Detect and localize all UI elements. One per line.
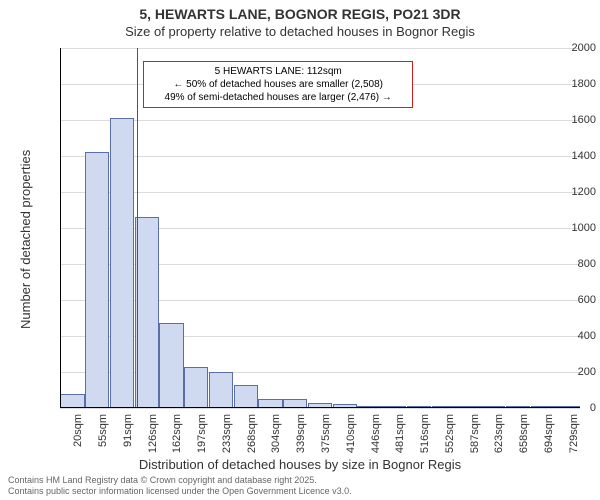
annotation-line: 49% of semi-detached houses are larger (… (150, 91, 406, 104)
x-axis-label: Distribution of detached houses by size … (0, 457, 600, 472)
x-tick-label: 623sqm (493, 414, 505, 453)
y-axis-label: Number of detached properties (18, 150, 33, 329)
x-tick-label: 446sqm (370, 414, 382, 453)
x-tick-label: 339sqm (295, 414, 307, 453)
x-tick-label: 410sqm (345, 414, 357, 453)
chart-container: 5, HEWARTS LANE, BOGNOR REGIS, PO21 3DR … (0, 0, 600, 500)
x-tick-label: 658sqm (518, 414, 530, 453)
reference-line (137, 48, 138, 408)
y-tick-label: 2000 (542, 42, 596, 54)
axis-left (60, 48, 61, 408)
grid-line (60, 48, 580, 49)
y-tick-label: 1400 (542, 150, 596, 162)
histogram-bar (234, 385, 258, 408)
grid-line (60, 192, 580, 193)
x-tick-label: 126sqm (147, 414, 159, 453)
histogram-bar (209, 372, 233, 408)
x-tick-label: 233sqm (221, 414, 233, 453)
attribution-line1: Contains HM Land Registry data © Crown c… (8, 475, 352, 487)
histogram-bar (184, 367, 208, 408)
attribution-line2: Contains public sector information licen… (8, 486, 352, 498)
x-tick-label: 375sqm (320, 414, 332, 453)
x-tick-label: 694sqm (543, 414, 555, 453)
chart-subtitle: Size of property relative to detached ho… (0, 24, 600, 39)
grid-line (60, 156, 580, 157)
x-tick-label: 20sqm (72, 414, 84, 447)
histogram-bar (60, 394, 84, 408)
y-tick-label: 0 (542, 402, 596, 414)
x-tick-label: 516sqm (419, 414, 431, 453)
annotation-box: 5 HEWARTS LANE: 112sqm← 50% of detached … (143, 61, 413, 108)
y-tick-label: 400 (542, 330, 596, 342)
x-tick-label: 162sqm (171, 414, 183, 453)
histogram-bar (159, 323, 183, 408)
attribution-text: Contains HM Land Registry data © Crown c… (8, 475, 352, 498)
grid-line (60, 408, 580, 409)
x-tick-label: 304sqm (270, 414, 282, 453)
annotation-line: ← 50% of detached houses are smaller (2,… (150, 78, 406, 91)
axis-bottom (60, 407, 580, 408)
plot-area: 5 HEWARTS LANE: 112sqm← 50% of detached … (60, 48, 580, 408)
histogram-bar (85, 152, 109, 408)
chart-title: 5, HEWARTS LANE, BOGNOR REGIS, PO21 3DR (0, 6, 600, 22)
x-tick-label: 91sqm (122, 414, 134, 447)
y-tick-label: 1200 (542, 186, 596, 198)
y-tick-label: 600 (542, 294, 596, 306)
x-tick-label: 481sqm (394, 414, 406, 453)
x-tick-label: 268sqm (246, 414, 258, 453)
x-tick-label: 197sqm (196, 414, 208, 453)
y-tick-label: 800 (542, 258, 596, 270)
histogram-bar (135, 217, 159, 408)
x-tick-label: 587sqm (469, 414, 481, 453)
x-tick-label: 552sqm (444, 414, 456, 453)
x-tick-label: 729sqm (568, 414, 580, 453)
grid-line (60, 120, 580, 121)
y-tick-label: 200 (542, 366, 596, 378)
histogram-bar (110, 118, 134, 408)
y-tick-label: 1600 (542, 114, 596, 126)
y-tick-label: 1000 (542, 222, 596, 234)
y-tick-label: 1800 (542, 78, 596, 90)
annotation-line: 5 HEWARTS LANE: 112sqm (150, 65, 406, 78)
x-tick-label: 55sqm (97, 414, 109, 447)
